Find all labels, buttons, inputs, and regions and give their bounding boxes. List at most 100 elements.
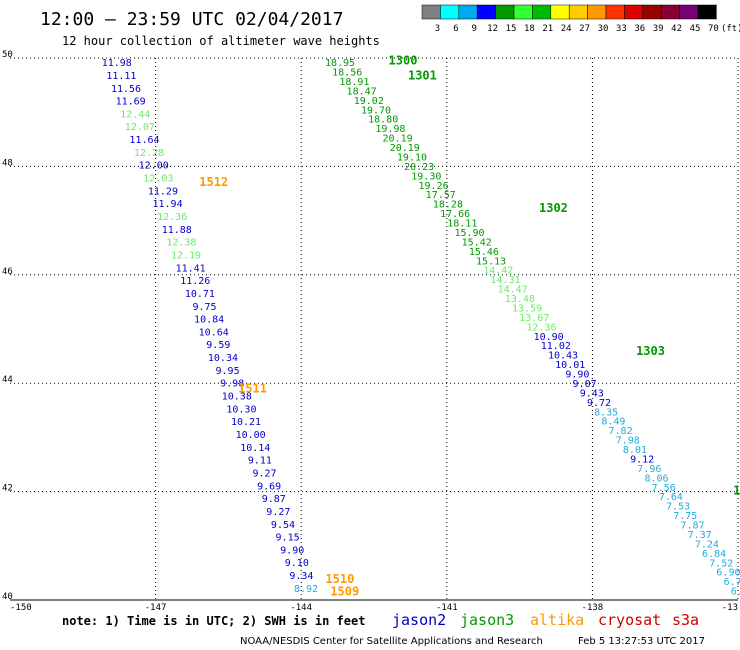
wave-height-value: 12.36	[526, 322, 556, 333]
y-tick-label: 44	[2, 375, 13, 385]
wave-height-value: 9.07	[573, 379, 597, 390]
color-swatch	[421, 4, 441, 20]
wave-height-value: 12.03	[143, 174, 173, 185]
color-scale-label: 15	[506, 24, 517, 34]
wave-height-value: 8.49	[601, 417, 625, 428]
satellite-name: jason3	[460, 611, 514, 629]
wave-height-value: 14.31	[490, 275, 520, 286]
wave-height-value: 18.11	[447, 219, 477, 230]
wave-height-value: 9.75	[192, 302, 216, 313]
chart-title: 12:00 — 23:59 UTC 02/04/2017	[40, 9, 343, 30]
wave-height-value: 12.19	[171, 250, 201, 261]
wave-height-value: 20.23	[404, 162, 434, 173]
wave-height-value: 9.12	[630, 454, 654, 465]
color-swatch	[532, 4, 552, 20]
wave-height-value: 9.90	[280, 545, 304, 556]
wave-height-value: 12.38	[166, 238, 196, 249]
wave-height-value: 9.15	[276, 533, 300, 544]
color-scale-label: 6	[453, 24, 458, 34]
wave-height-value: 10.43	[548, 351, 578, 362]
wave-height-value: 11.29	[148, 186, 178, 197]
footer-timestamp: Feb 5 13:27:53 UTC 2017	[578, 636, 705, 647]
wave-height-value: 10.21	[231, 417, 261, 428]
axis-tick-labels: 40 42 44 46 48 50 -150 -147 -144 -141 -138 -13	[2, 50, 738, 613]
wave-height-value: 12.36	[157, 212, 187, 223]
wave-height-value: 19.30	[411, 171, 441, 182]
wave-height-value: 19.02	[354, 96, 384, 107]
wave-height-value: 10.30	[226, 404, 256, 415]
color-swatch	[550, 4, 570, 20]
color-swatch	[624, 4, 644, 20]
wave-height-value: 11.56	[111, 84, 141, 95]
wave-height-value: 11.26	[180, 276, 210, 287]
color-swatch	[440, 4, 460, 20]
footer-credit: NOAA/NESDIS Center for Satellite Applica…	[240, 636, 543, 647]
wave-height-value: 15.90	[454, 228, 484, 239]
wave-height-value: 7.98	[616, 436, 640, 447]
color-scale-label: (ft)	[721, 24, 740, 34]
wave-height-value: 18.91	[339, 77, 369, 88]
wave-height-value: 7.96	[637, 464, 661, 475]
color-scale-label: 12	[487, 24, 498, 34]
wave-height-value: 11.69	[116, 97, 146, 108]
wave-height-value: 9.95	[216, 366, 240, 377]
x-tick-label: -147	[145, 603, 167, 613]
wave-height-value: 7.87	[680, 521, 704, 532]
wave-height-value: 9.59	[206, 340, 230, 351]
wave-height-value: 9.34	[289, 571, 313, 582]
wave-height-value: 10.00	[236, 430, 266, 441]
color-swatch	[476, 4, 496, 20]
color-swatch	[513, 4, 533, 20]
pass-time-label: 1300	[389, 54, 418, 68]
wave-height-value: 11.02	[541, 341, 571, 352]
wave-height-value: 8.01	[623, 445, 647, 456]
wave-height-value: 10.84	[194, 315, 224, 326]
wave-height-value: 6.76	[724, 577, 740, 588]
wave-height-value: 11.41	[176, 263, 206, 274]
color-scale-label: 24	[561, 24, 572, 34]
wave-height-value: 10.34	[208, 353, 238, 364]
wave-height-value: 12.00	[139, 161, 169, 172]
wave-height-value: 19.70	[361, 105, 391, 116]
color-swatch	[605, 4, 625, 20]
color-scale-label: 30	[598, 24, 609, 34]
color-swatch	[679, 4, 699, 20]
footer-note: note: 1) Time is in UTC; 2) SWH is in fe…	[62, 614, 365, 628]
color-swatch	[642, 4, 662, 20]
wave-height-value: 12.28	[134, 148, 164, 159]
color-scale-label: 42	[671, 24, 682, 34]
wave-height-value: 6.84	[702, 549, 726, 560]
color-scale-label: 45	[690, 24, 701, 34]
y-tick-label: 40	[2, 592, 13, 602]
wave-height-value: 15.42	[462, 237, 492, 248]
pass-time-label: 1302	[539, 201, 568, 215]
wave-height-value: 20.19	[390, 143, 420, 154]
pass-time-label: 1509	[330, 585, 359, 599]
wave-height-value: 15.13	[476, 256, 506, 267]
wave-height-value: 13.59	[512, 303, 542, 314]
wave-height-value: 13.67	[519, 313, 549, 324]
wave-height-value: 11.64	[129, 135, 159, 146]
wave-height-value: 12.07	[125, 122, 155, 133]
wave-height-value: 7.82	[609, 426, 633, 437]
y-tick-label: 48	[2, 158, 13, 168]
wave-height-value: 19.26	[418, 181, 448, 192]
wave-height-value: 7.56	[652, 483, 676, 494]
wave-height-value: 9.10	[285, 558, 309, 569]
color-swatch	[495, 4, 515, 20]
wave-height-value: 18.56	[332, 68, 362, 79]
wave-height-value: 19.10	[397, 152, 427, 163]
wave-height-value: 9.87	[262, 494, 286, 505]
wave-height-value: 7.37	[688, 530, 712, 541]
x-tick-label: -144	[290, 603, 312, 613]
color-scale-label: 3	[435, 24, 440, 34]
wave-height-value: 8.06	[644, 473, 668, 484]
wave-height-value: 9.43	[580, 388, 604, 399]
wave-height-value: 10.64	[199, 327, 229, 338]
y-tick-label: 46	[2, 267, 13, 277]
wave-height-value: 10.38	[222, 392, 252, 403]
wave-height-value: 9.72	[587, 398, 611, 409]
